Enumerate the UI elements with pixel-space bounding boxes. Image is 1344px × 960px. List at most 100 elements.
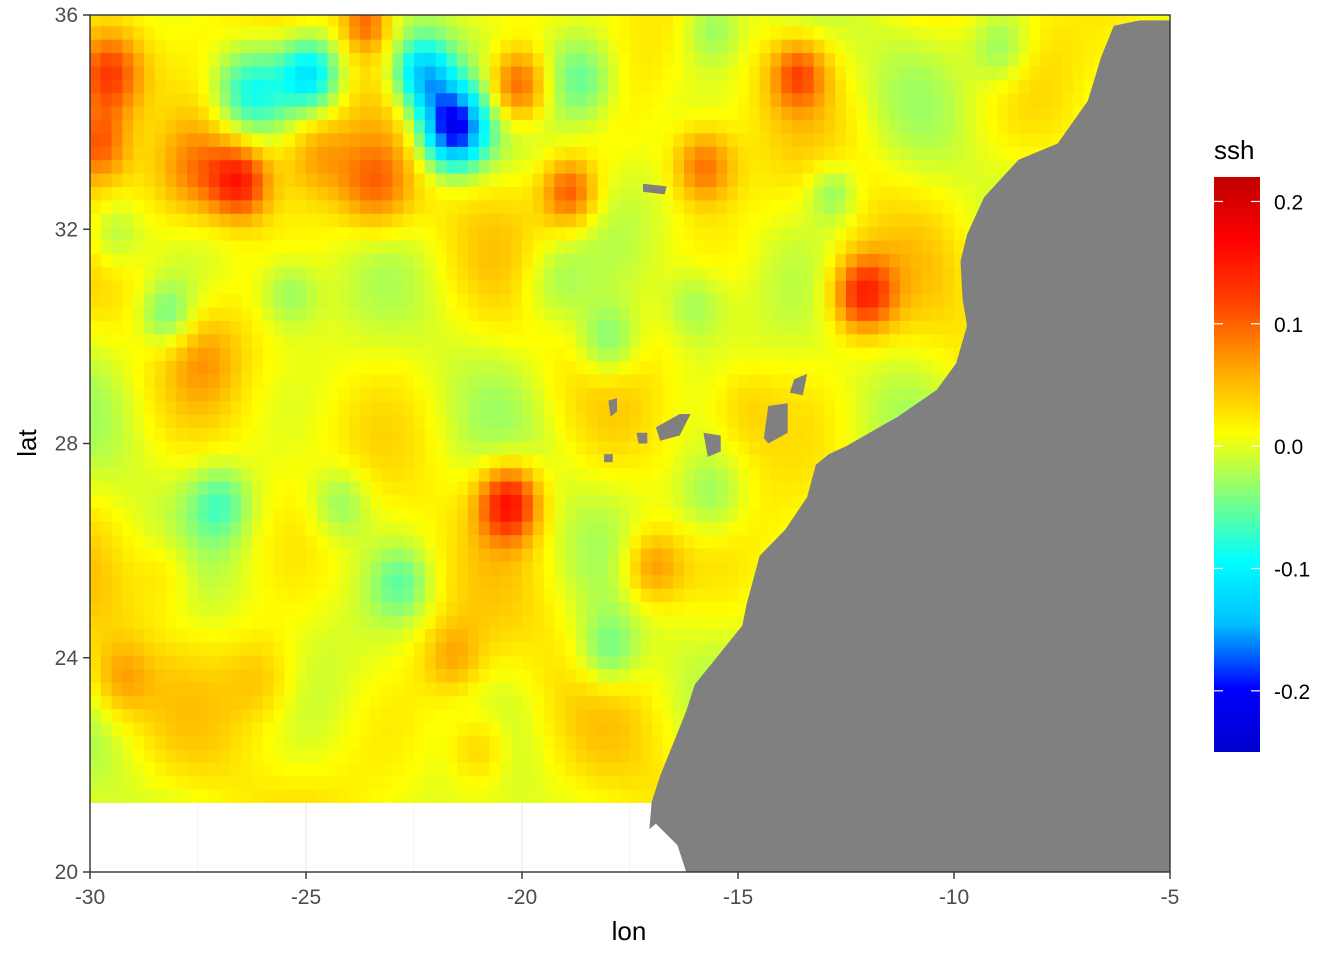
heatmap-cell	[327, 735, 339, 750]
heatmap-cell	[662, 748, 674, 763]
heatmap-cell	[554, 547, 566, 562]
heatmap-cell	[576, 521, 588, 536]
heatmap-cell	[133, 373, 145, 388]
heatmap-cell	[684, 574, 696, 589]
heatmap-cell	[522, 547, 534, 562]
heatmap-cell	[165, 695, 177, 710]
heatmap-cell	[846, 427, 858, 442]
heatmap-cell	[576, 588, 588, 603]
heatmap-cell	[889, 387, 901, 402]
heatmap-cell	[738, 507, 750, 522]
heatmap-cell	[759, 480, 771, 495]
heatmap-cell	[770, 266, 782, 281]
heatmap-cell	[360, 588, 372, 603]
heatmap-cell	[370, 373, 383, 388]
heatmap-cell	[522, 614, 534, 629]
heatmap-cell	[370, 588, 383, 603]
heatmap-cell	[295, 239, 307, 254]
heatmap-cell	[500, 186, 512, 201]
heatmap-cell	[219, 668, 231, 683]
heatmap-cell	[306, 360, 318, 375]
heatmap-cell	[241, 387, 253, 402]
heatmap-cell	[846, 186, 858, 201]
heatmap-cell	[511, 320, 523, 335]
heatmap-cell	[122, 775, 134, 790]
heatmap-cell	[230, 762, 242, 777]
heatmap-cell	[565, 614, 577, 629]
heatmap-cell	[554, 788, 566, 803]
heatmap-cell	[241, 320, 253, 335]
heatmap-cell	[154, 239, 167, 254]
heatmap-cell	[813, 239, 825, 254]
heatmap-cell	[403, 547, 415, 562]
heatmap-cell	[219, 253, 231, 268]
heatmap-cell	[608, 186, 620, 201]
heatmap-cell	[349, 561, 361, 576]
heatmap-cell	[986, 159, 998, 174]
heatmap-cell	[889, 306, 901, 321]
heatmap-cell	[392, 561, 404, 576]
heatmap-cell	[316, 226, 329, 241]
heatmap-cell	[252, 628, 264, 643]
heatmap-cell	[424, 293, 437, 308]
heatmap-cell	[576, 400, 588, 415]
heatmap-cell	[338, 775, 350, 790]
heatmap-cell	[414, 668, 426, 683]
heatmap-cell	[230, 521, 242, 536]
heatmap-cell	[813, 173, 825, 187]
heatmap-cell	[565, 146, 577, 161]
heatmap-cell	[435, 601, 447, 616]
heatmap-cell	[662, 159, 674, 174]
heatmap-cell	[176, 266, 188, 281]
heatmap-cell	[133, 414, 145, 429]
heatmap-cell	[651, 400, 663, 415]
heatmap-cell	[381, 373, 393, 388]
heatmap-cell	[867, 347, 879, 362]
heatmap-cell	[122, 534, 134, 549]
heatmap-cell	[262, 226, 275, 241]
heatmap-cell	[457, 681, 469, 696]
heatmap-cell	[738, 400, 750, 415]
heatmap-cell	[273, 333, 285, 348]
heatmap-cell	[360, 454, 372, 469]
heatmap-cell	[252, 681, 264, 696]
heatmap-cell	[424, 253, 437, 268]
heatmap-cell	[122, 655, 134, 670]
heatmap-cell	[651, 547, 663, 562]
heatmap-cell	[597, 213, 609, 228]
heatmap-cell	[122, 788, 134, 803]
heatmap-cell	[295, 132, 307, 147]
heatmap-cell	[457, 641, 469, 656]
heatmap-cell	[716, 199, 728, 214]
heatmap-cell	[100, 387, 113, 402]
heatmap-cell	[208, 494, 221, 509]
heatmap-cell	[262, 159, 275, 174]
heatmap-cell	[608, 293, 620, 308]
heatmap-cell	[90, 333, 102, 348]
heatmap-cell	[122, 547, 134, 562]
heatmap-cell	[619, 146, 631, 161]
heatmap-cell	[748, 146, 761, 161]
heatmap-cell	[284, 534, 296, 549]
heatmap-cell	[252, 400, 264, 415]
heatmap-cell	[954, 199, 966, 214]
heatmap-cell	[738, 239, 750, 254]
heatmap-cell	[414, 641, 426, 656]
heatmap-cell	[576, 146, 588, 161]
heatmap-cell	[705, 547, 717, 562]
heatmap-cell	[111, 547, 123, 562]
heatmap-cell	[543, 414, 555, 429]
heatmap-cell	[122, 159, 134, 174]
heatmap-cell	[219, 775, 231, 790]
heatmap-cell	[738, 601, 750, 616]
heatmap-cell	[457, 668, 469, 683]
heatmap-cell	[100, 668, 113, 683]
heatmap-cell	[133, 588, 145, 603]
heatmap-cell	[522, 762, 534, 777]
heatmap-cell	[133, 306, 145, 321]
heatmap-cell	[338, 400, 350, 415]
heatmap-cell	[640, 373, 653, 388]
heatmap-cell	[619, 293, 631, 308]
heatmap-cell	[468, 601, 480, 616]
heatmap-cell	[381, 601, 393, 616]
